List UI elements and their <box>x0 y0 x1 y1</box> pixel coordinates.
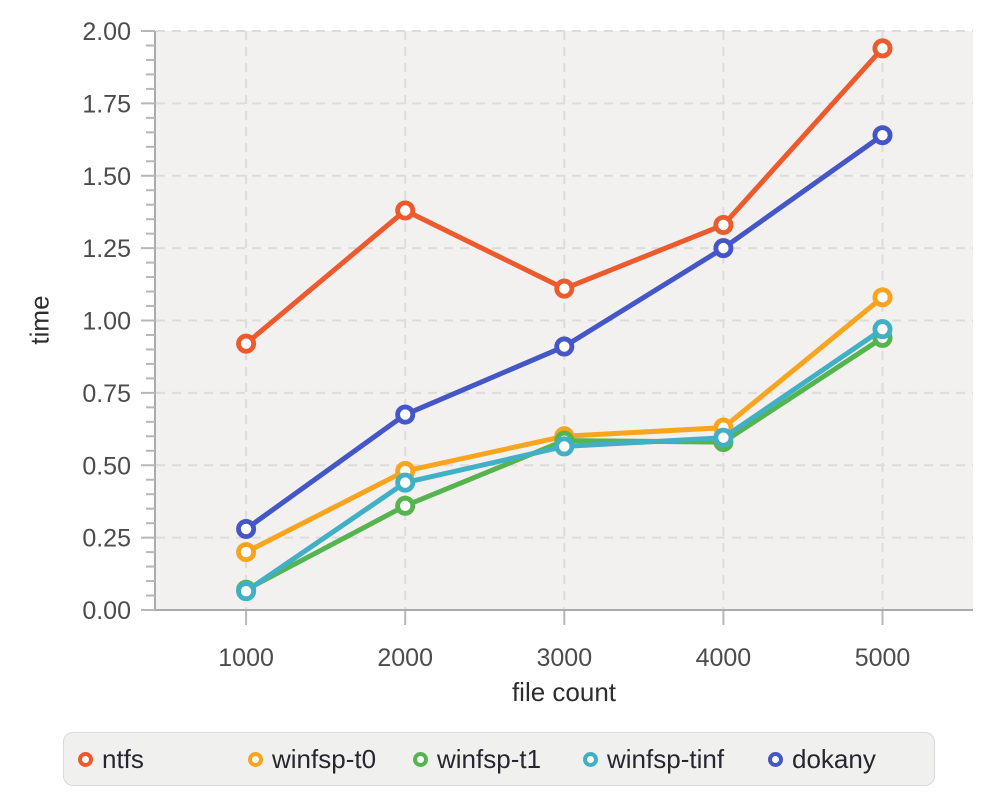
data-point <box>872 287 893 308</box>
y-axis-title: time <box>24 295 55 345</box>
x-axis-ticks <box>245 611 884 625</box>
y-tick-labels: 0.00 0.25 0.50 0.75 1.00 1.25 1.50 1.75 2.00 <box>82 18 131 625</box>
x-axis-title: file count <box>511 677 617 707</box>
data-point <box>395 472 416 493</box>
y-tick-label: 2.00 <box>82 18 131 46</box>
x-tick-labels: 1000 2000 3000 4000 5000 <box>218 644 910 672</box>
open-circle-icon <box>78 751 93 767</box>
data-point <box>236 581 257 602</box>
x-tick-label: 5000 <box>855 644 911 672</box>
data-point <box>713 427 734 448</box>
series-winfsp-tinf <box>236 319 893 602</box>
data-point <box>236 542 257 563</box>
data-point <box>236 518 257 539</box>
y-tick-label: 1.50 <box>82 163 131 191</box>
y-tick-label: 1.75 <box>82 90 131 118</box>
y-axis-ticks <box>141 30 155 611</box>
y-tick-label: 1.00 <box>82 308 131 336</box>
series-dokany <box>236 125 893 539</box>
data-point <box>872 125 893 146</box>
data-point <box>713 238 734 259</box>
y-tick-label: 1.25 <box>82 235 131 263</box>
data-point <box>236 333 257 354</box>
x-tick-label: 4000 <box>696 644 752 672</box>
legend-item-label: winfsp-tinf <box>607 744 725 774</box>
legend-item-label: ntfs <box>102 744 144 774</box>
legend-item-label: dokany <box>792 744 876 774</box>
y-tick-label: 0.25 <box>82 525 131 553</box>
data-point <box>395 404 416 425</box>
data-point <box>395 200 416 221</box>
legend-item-label: winfsp-t1 <box>437 744 542 774</box>
y-tick-label: 0.75 <box>82 380 131 408</box>
data-point <box>872 38 893 59</box>
data-point <box>554 336 575 357</box>
legend: ntfs winfsp-t0 winfsp-t1 winfsp-tinf dok… <box>63 732 935 786</box>
data-point <box>395 495 416 516</box>
series-ntfs <box>236 38 893 354</box>
data-point <box>713 214 734 235</box>
legend-item-label: winfsp-t0 <box>272 744 377 774</box>
x-tick-label: 1000 <box>218 644 274 672</box>
legend-item-winfsp-t1[interactable]: winfsp-t1 <box>413 733 541 785</box>
data-point <box>554 278 575 299</box>
open-circle-icon <box>413 751 428 767</box>
data-point <box>872 319 893 340</box>
legend-item-ntfs[interactable]: ntfs <box>78 733 144 785</box>
y-tick-label: 0.50 <box>82 452 131 480</box>
y-tick-label: 0.00 <box>82 597 131 625</box>
data-point <box>554 436 575 457</box>
open-circle-icon <box>768 751 783 767</box>
x-tick-label: 2000 <box>377 644 433 672</box>
legend-item-winfsp-tinf[interactable]: winfsp-tinf <box>583 733 724 785</box>
legend-item-winfsp-t0[interactable]: winfsp-t0 <box>248 733 376 785</box>
x-tick-label: 3000 <box>536 644 592 672</box>
legend-item-dokany[interactable]: dokany <box>768 733 876 785</box>
open-circle-icon <box>583 751 598 767</box>
open-circle-icon <box>248 751 263 767</box>
